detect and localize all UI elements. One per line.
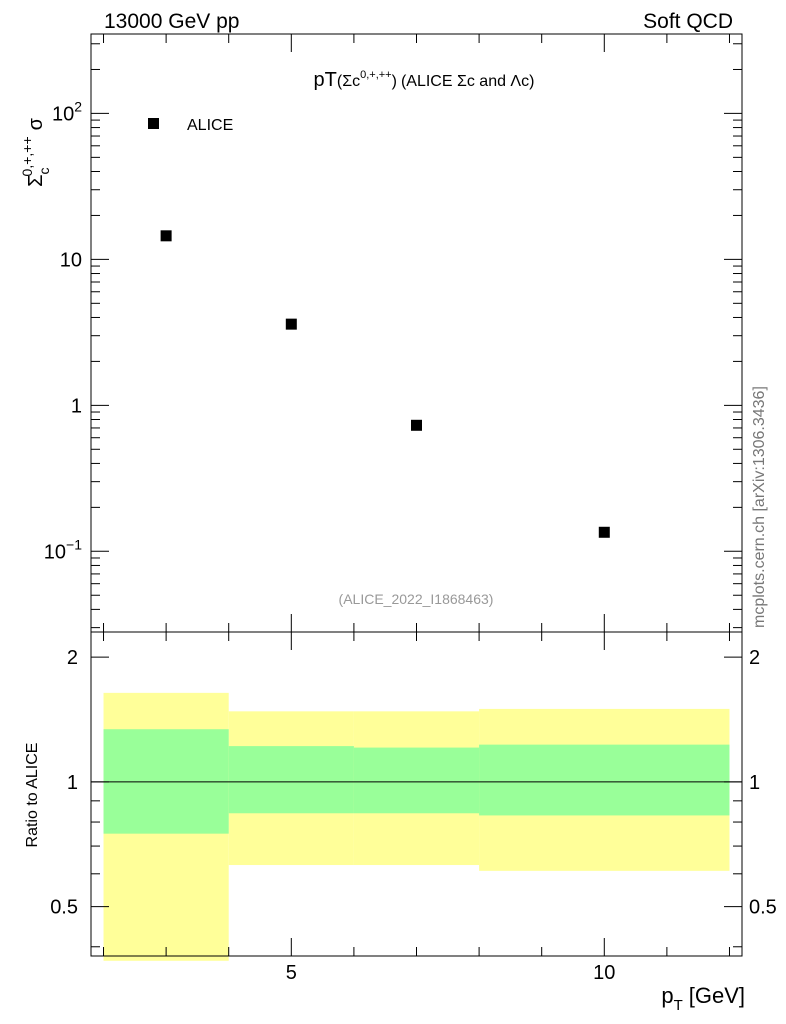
main-title: pT(Σc0,+,++) (ALICE Σc and Λc) xyxy=(314,69,535,91)
main-y-tick-label-0: 10−1 xyxy=(44,536,82,563)
title-sigma: Σc xyxy=(342,73,360,90)
main-y-tick-base-0: 10 xyxy=(44,541,66,563)
x-axis-label: pT [GeV] xyxy=(661,983,745,1014)
ratio-y-tick-label-right-1: 1 xyxy=(749,772,760,794)
legend-label: ALICE xyxy=(187,117,233,134)
data-point-1 xyxy=(285,318,297,330)
header-right: Soft QCD xyxy=(643,10,733,33)
main-y-tick-label-2: 10 xyxy=(60,249,82,271)
title-rest: (ALICE Σc and Λc) xyxy=(401,73,535,90)
data-point-0 xyxy=(160,230,172,242)
data-point-3 xyxy=(598,526,610,538)
ylabel-sup: 0,+,++ xyxy=(19,136,35,176)
header-left: 13000 GeV pp xyxy=(104,10,239,33)
main-y-tick-sup-3: 2 xyxy=(74,98,82,114)
legend-marker xyxy=(148,118,159,129)
ratio-band-inner-1 xyxy=(228,746,354,814)
title-superscript: 0,+,++ xyxy=(360,69,392,81)
title-paren-close: ) xyxy=(392,73,397,90)
ylabel-suffix: σ xyxy=(25,117,47,130)
main-ylabel: Σc0,+,++ σ xyxy=(19,117,52,186)
ratio-y-tick-label-right-2: 2 xyxy=(749,647,760,669)
ratio-y-tick-label-right-0: 0.5 xyxy=(749,897,777,919)
x-tick-label-5: 5 xyxy=(286,962,297,984)
xlabel-unit: [GeV] xyxy=(689,983,745,1008)
ratio-ylabel: Ratio to ALICE xyxy=(24,743,41,848)
x-tick-label-10: 10 xyxy=(593,962,615,984)
main-y-tick-base-3: 10 xyxy=(52,103,74,125)
analysis-id: (ALICE_2022_I1868463) xyxy=(339,591,494,607)
main-y-tick-sup-0: −1 xyxy=(66,536,82,552)
data-point-2 xyxy=(411,419,422,431)
ratio-y-tick-label-2: 2 xyxy=(67,647,78,669)
ylabel-base: Σ xyxy=(25,174,47,186)
ratio-band-inner-2 xyxy=(353,747,480,814)
ratio-band-inner-3 xyxy=(479,744,730,816)
title-prefix: pT xyxy=(314,69,337,91)
main-plot-area xyxy=(90,33,743,961)
ratio-y-tick-label-1: 1 xyxy=(67,772,78,794)
main-y-tick-label-3: 102 xyxy=(52,98,82,125)
xlabel-sub: T xyxy=(674,997,683,1014)
xlabel-p: p xyxy=(661,983,673,1008)
ratio-y-tick-label-0: 0.5 xyxy=(50,897,78,919)
side-label: mcplots.cern.ch [arXiv:1306.3436] xyxy=(751,386,768,628)
main-y-tick-label-1: 1 xyxy=(71,395,82,417)
ylabel-sub: c xyxy=(36,167,52,174)
title-paren-open: ( xyxy=(337,73,343,90)
